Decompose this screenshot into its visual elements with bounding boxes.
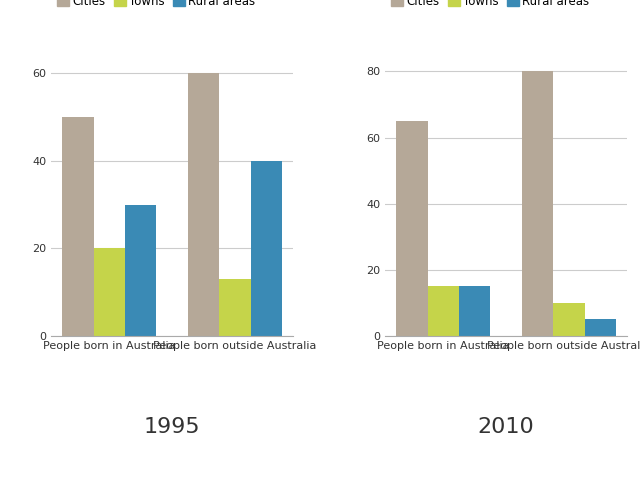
Text: 1995: 1995	[144, 417, 200, 437]
Bar	[554, 303, 585, 336]
Bar	[220, 279, 251, 336]
Text: 2010: 2010	[478, 417, 534, 437]
Bar	[251, 161, 282, 336]
Bar	[125, 204, 157, 336]
Bar	[522, 72, 554, 336]
Bar	[93, 249, 125, 336]
Bar	[585, 320, 616, 336]
Legend: Cities, Towns, Rural areas: Cities, Towns, Rural areas	[52, 0, 260, 13]
Bar	[396, 121, 428, 336]
Bar	[188, 73, 220, 336]
Bar	[459, 287, 490, 336]
Bar	[428, 287, 459, 336]
Legend: Cities, Towns, Rural areas: Cities, Towns, Rural areas	[387, 0, 594, 13]
Bar	[62, 117, 93, 336]
